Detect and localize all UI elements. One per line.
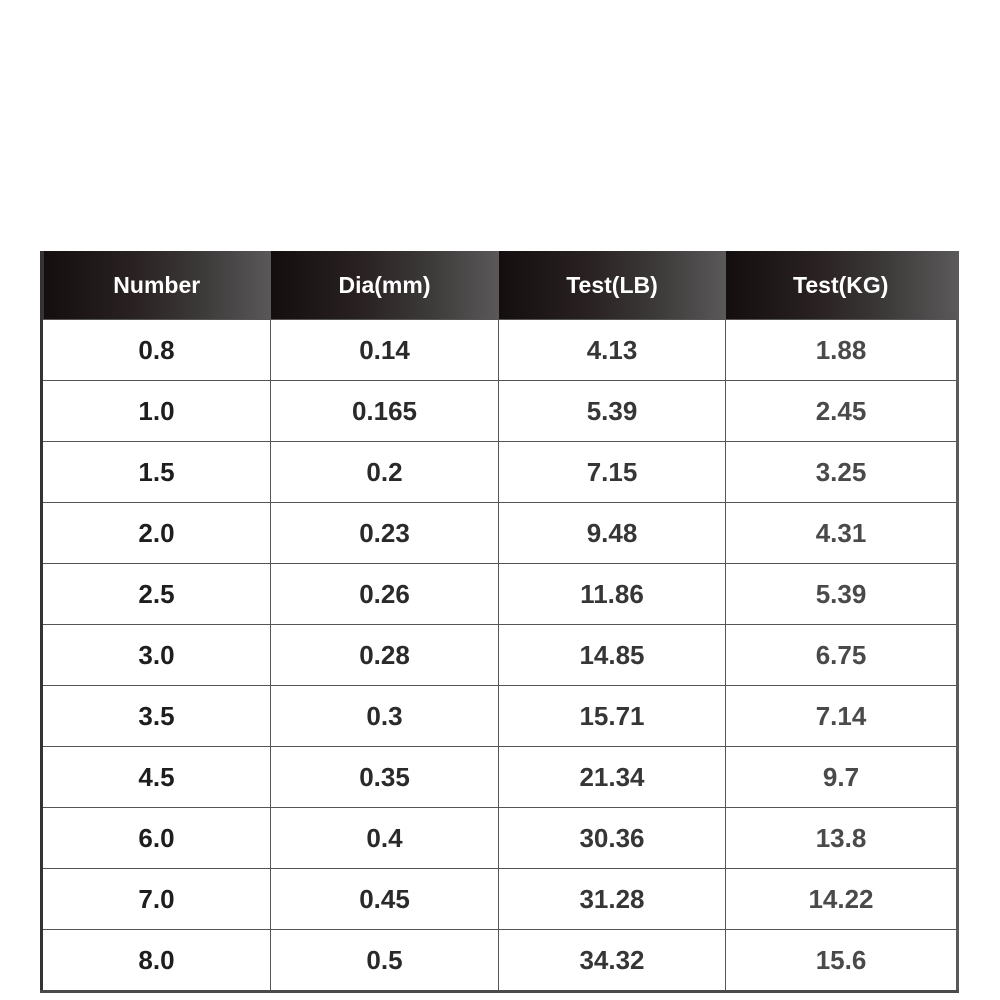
cell-diameter: 0.165 (270, 380, 499, 442)
cell-test-lb: 30.36 (498, 807, 726, 869)
cell-test-lb: 34.32 (498, 929, 726, 992)
cell-number: 3.0 (41, 624, 271, 686)
cell-number: 7.0 (41, 868, 271, 930)
table-row: 4.5 0.35 21.34 9.7 (41, 746, 958, 808)
cell-number: 2.5 (41, 563, 271, 625)
cell-test-kg: 9.7 (725, 746, 958, 808)
cell-test-lb: 21.34 (498, 746, 726, 808)
cell-diameter: 0.5 (270, 929, 499, 992)
cell-test-kg: 13.8 (725, 807, 958, 869)
cell-test-kg: 1.88 (725, 319, 958, 381)
column-header-test-lb: Test(LB) (498, 251, 726, 320)
cell-number: 4.5 (41, 746, 271, 808)
column-header-diameter: Dia(mm) (270, 251, 499, 320)
cell-diameter: 0.3 (270, 685, 499, 747)
cell-diameter: 0.14 (270, 319, 499, 381)
cell-number: 1.5 (41, 441, 271, 503)
cell-number: 6.0 (41, 807, 271, 869)
cell-diameter: 0.2 (270, 441, 499, 503)
cell-diameter: 0.4 (270, 807, 499, 869)
table-row: 8.0 0.5 34.32 15.6 (41, 929, 958, 992)
cell-diameter: 0.23 (270, 502, 499, 564)
cell-test-kg: 15.6 (725, 929, 958, 992)
cell-test-kg: 4.31 (725, 502, 958, 564)
cell-test-kg: 2.45 (725, 380, 958, 442)
cell-number: 3.5 (41, 685, 271, 747)
table-row: 3.0 0.28 14.85 6.75 (41, 624, 958, 686)
cell-test-lb: 7.15 (498, 441, 726, 503)
cell-test-lb: 15.71 (498, 685, 726, 747)
table-row: 2.0 0.23 9.48 4.31 (41, 502, 958, 564)
cell-number: 0.8 (41, 319, 271, 381)
cell-test-lb: 9.48 (498, 502, 726, 564)
cell-test-lb: 5.39 (498, 380, 726, 442)
cell-test-kg: 5.39 (725, 563, 958, 625)
cell-test-lb: 4.13 (498, 319, 726, 381)
table-row: 1.0 0.165 5.39 2.45 (41, 380, 958, 442)
table-row: 2.5 0.26 11.86 5.39 (41, 563, 958, 625)
cell-diameter: 0.28 (270, 624, 499, 686)
table-row: 3.5 0.3 15.71 7.14 (41, 685, 958, 747)
table-row: 7.0 0.45 31.28 14.22 (41, 868, 958, 930)
table-row: 1.5 0.2 7.15 3.25 (41, 441, 958, 503)
cell-diameter: 0.26 (270, 563, 499, 625)
column-header-test-kg: Test(KG) (725, 251, 958, 320)
header-row: Number Dia(mm) Test(LB) Test(KG) (41, 251, 958, 320)
cell-number: 2.0 (41, 502, 271, 564)
cell-number: 8.0 (41, 929, 271, 992)
column-header-number: Number (41, 251, 271, 320)
spec-table: Number Dia(mm) Test(LB) Test(KG) 0.8 0.14 4.1… (40, 251, 959, 993)
cell-test-lb: 11.86 (498, 563, 726, 625)
cell-test-kg: 7.14 (725, 685, 958, 747)
cell-number: 1.0 (41, 380, 271, 442)
cell-test-kg: 6.75 (725, 624, 958, 686)
cell-test-lb: 31.28 (498, 868, 726, 930)
cell-test-kg: 3.25 (725, 441, 958, 503)
table-row: 6.0 0.4 30.36 13.8 (41, 807, 958, 869)
table-row: 0.8 0.14 4.13 1.88 (41, 319, 958, 381)
cell-diameter: 0.45 (270, 868, 499, 930)
cell-test-lb: 14.85 (498, 624, 726, 686)
cell-test-kg: 14.22 (725, 868, 958, 930)
cell-diameter: 0.35 (270, 746, 499, 808)
